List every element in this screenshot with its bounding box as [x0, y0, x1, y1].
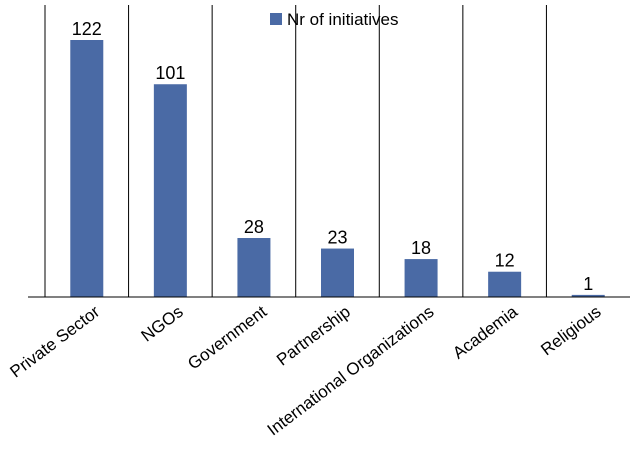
- x-tick-label: Religious: [537, 302, 604, 359]
- data-label: 101: [155, 63, 185, 83]
- bar-private-sector: [70, 40, 104, 297]
- bar-government: [237, 238, 271, 297]
- x-tick-label: International Organizations: [264, 302, 438, 439]
- bar-religious: [571, 294, 605, 297]
- x-tick-label: Private Sector: [6, 302, 103, 382]
- bar-international-organizations: [404, 259, 438, 297]
- data-label: 18: [411, 238, 431, 258]
- data-label: 122: [72, 19, 102, 39]
- x-tick-label: Government: [184, 302, 270, 374]
- data-label: 23: [327, 228, 347, 248]
- bar-partnership: [321, 248, 354, 297]
- data-label: 12: [495, 251, 515, 271]
- data-label: 1: [583, 274, 593, 294]
- x-tick-label: Academia: [449, 302, 521, 363]
- legend-label: Nr of initiatives: [287, 10, 398, 29]
- bar-academia: [488, 271, 522, 297]
- bar-ngos: [153, 84, 187, 297]
- legend: Nr of initiatives: [270, 10, 398, 29]
- data-label: 28: [244, 217, 264, 237]
- x-tick-label: Partnership: [273, 302, 354, 369]
- x-tick-label: NGOs: [138, 302, 187, 346]
- legend-swatch: [270, 13, 282, 25]
